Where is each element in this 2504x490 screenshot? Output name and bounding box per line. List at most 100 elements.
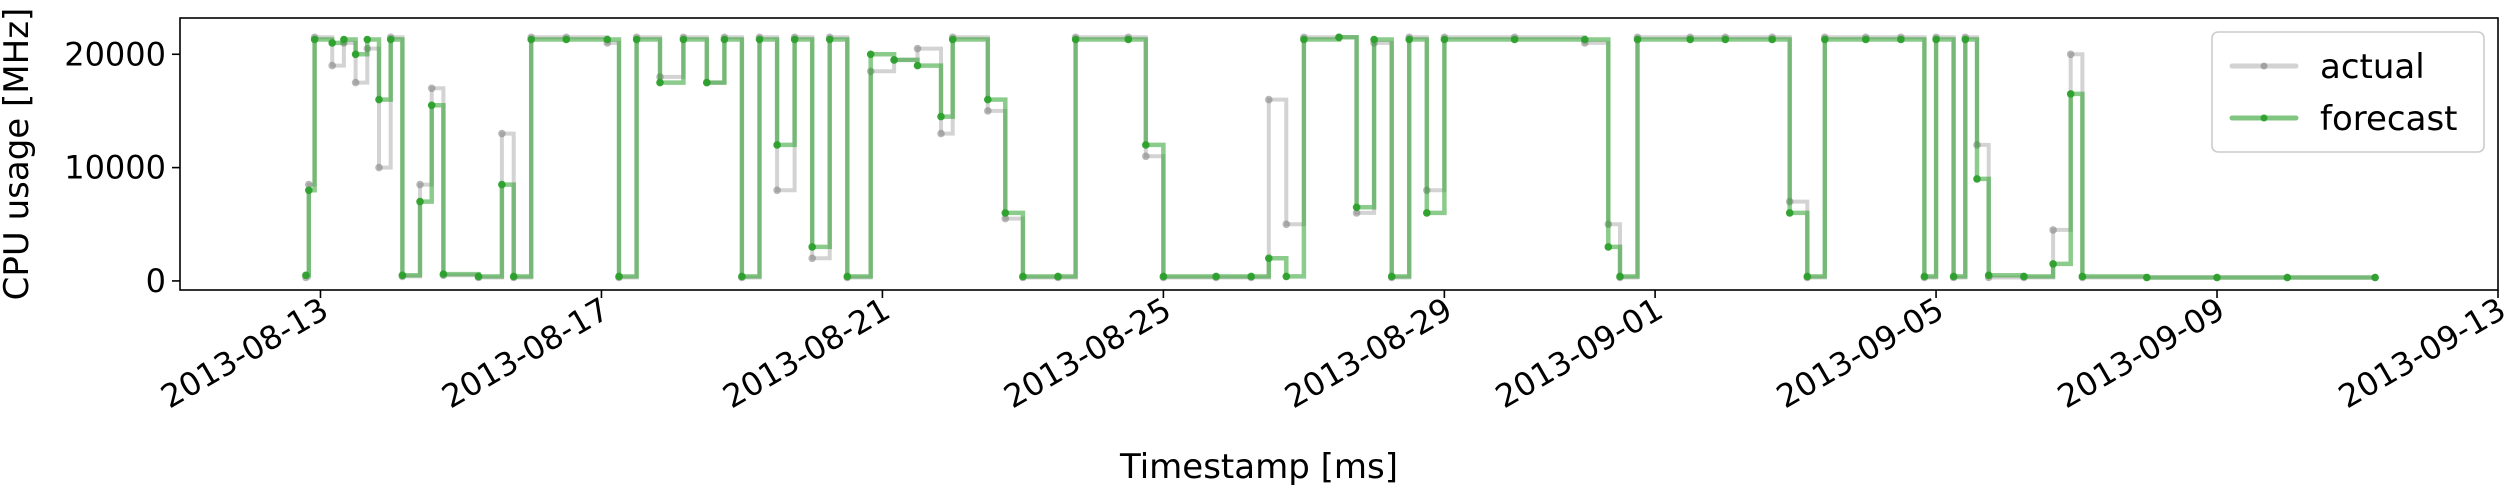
- data-point-forecast: [755, 35, 764, 44]
- data-point-forecast: [773, 141, 781, 149]
- data-point-actual: [375, 163, 383, 172]
- data-point-forecast: [603, 35, 612, 44]
- data-point-forecast: [1604, 243, 1613, 251]
- data-point-forecast: [1973, 175, 1981, 183]
- y-tick-label: 10000: [64, 149, 166, 187]
- data-point-forecast: [1821, 35, 1829, 44]
- data-point-forecast: [1265, 254, 1273, 263]
- data-point-forecast: [1212, 272, 1220, 281]
- data-point-forecast: [351, 50, 360, 59]
- data-point-forecast: [386, 35, 395, 44]
- data-point-forecast: [2213, 273, 2221, 282]
- data-point-forecast: [1001, 209, 1010, 217]
- data-point-forecast: [2283, 273, 2292, 282]
- legend-label-forecast: forecast: [2320, 99, 2458, 139]
- data-point-forecast: [305, 186, 313, 195]
- data-point-forecast: [1423, 209, 1431, 217]
- data-point-forecast: [1897, 35, 1905, 44]
- data-point-forecast: [1440, 35, 1449, 44]
- data-point-forecast: [1961, 35, 1970, 44]
- data-point-forecast: [1370, 35, 1378, 44]
- plot-area-frame: [179, 17, 2499, 291]
- data-point-forecast: [416, 197, 424, 206]
- data-point-forecast: [843, 272, 852, 281]
- data-point-actual: [2049, 226, 2057, 234]
- data-point-forecast: [1803, 272, 1812, 281]
- y-tick-label: 20000: [64, 35, 166, 73]
- data-point-forecast: [632, 35, 641, 44]
- data-point-forecast: [1405, 35, 1413, 44]
- y-axis-label: CPU usage [MHz]: [0, 8, 37, 301]
- data-point-forecast: [679, 35, 688, 44]
- data-point-forecast: [363, 35, 372, 44]
- legend-label-actual: actual: [2320, 47, 2425, 87]
- data-point-actual: [937, 129, 945, 138]
- data-point-forecast: [2066, 90, 2075, 98]
- data-point-forecast: [527, 35, 535, 44]
- data-point-forecast: [2371, 273, 2379, 282]
- data-point-forecast: [890, 56, 898, 64]
- data-point-actual: [498, 129, 506, 138]
- data-point-forecast: [937, 112, 945, 121]
- data-point-forecast: [1159, 272, 1168, 281]
- data-point-forecast: [1633, 35, 1642, 44]
- data-point-forecast: [398, 271, 407, 280]
- data-point-forecast: [738, 272, 746, 281]
- data-point-forecast: [1984, 271, 1993, 280]
- data-point-actual: [773, 186, 781, 195]
- x-axis-label: Timestamp [ms]: [1119, 447, 1398, 487]
- data-point-forecast: [1247, 272, 1255, 281]
- data-point-forecast: [1949, 272, 1958, 281]
- data-point-forecast: [302, 271, 310, 280]
- data-point-actual: [1265, 95, 1273, 104]
- data-point-forecast: [474, 272, 483, 281]
- data-point-actual: [305, 180, 313, 189]
- data-point-actual: [808, 254, 816, 263]
- data-point-forecast: [427, 101, 436, 110]
- data-point-forecast: [439, 270, 448, 278]
- data-point-actual: [1142, 152, 1150, 161]
- data-point-forecast: [1300, 35, 1308, 44]
- legend-marker-forecast: [2260, 114, 2268, 122]
- data-point-forecast: [1581, 35, 1589, 44]
- data-point-forecast: [1721, 35, 1730, 44]
- data-point-forecast: [1054, 272, 1062, 281]
- data-point-forecast: [1071, 35, 1080, 44]
- data-point-forecast: [1768, 35, 1776, 44]
- data-point-forecast: [2049, 260, 2057, 268]
- data-point-forecast: [808, 243, 816, 251]
- data-point-actual: [1282, 220, 1291, 229]
- data-point-actual: [416, 180, 424, 189]
- data-point-actual: [427, 84, 436, 93]
- data-point-actual: [984, 107, 992, 115]
- data-point-forecast: [615, 272, 623, 281]
- data-point-actual: [2066, 50, 2075, 59]
- data-point-forecast: [656, 78, 664, 87]
- y-axis: 0 10000 20000: [64, 35, 180, 300]
- y-tick-label: 0: [146, 262, 166, 300]
- data-point-forecast: [1019, 272, 1027, 281]
- data-point-forecast: [509, 272, 518, 281]
- data-point-forecast: [825, 35, 834, 44]
- data-point-forecast: [1387, 272, 1396, 281]
- data-point-forecast: [866, 50, 875, 59]
- data-point-forecast: [984, 95, 992, 104]
- data-point-forecast: [1616, 272, 1624, 281]
- data-point-forecast: [1352, 203, 1361, 212]
- data-point-forecast: [703, 78, 711, 87]
- data-point-actual: [351, 78, 360, 87]
- data-point-forecast: [1335, 33, 1343, 42]
- data-point-actual: [913, 44, 922, 53]
- legend-box: [2211, 31, 2485, 153]
- data-point-forecast: [310, 35, 319, 44]
- data-point-forecast: [1862, 35, 1870, 44]
- data-point-forecast: [2078, 272, 2087, 281]
- legend: actual forecast: [2211, 31, 2485, 153]
- data-point-forecast: [1282, 272, 1291, 281]
- series-forecast: [302, 33, 2379, 282]
- data-point-forecast: [375, 95, 383, 104]
- data-point-forecast: [2020, 272, 2028, 281]
- data-point-forecast: [2143, 273, 2151, 282]
